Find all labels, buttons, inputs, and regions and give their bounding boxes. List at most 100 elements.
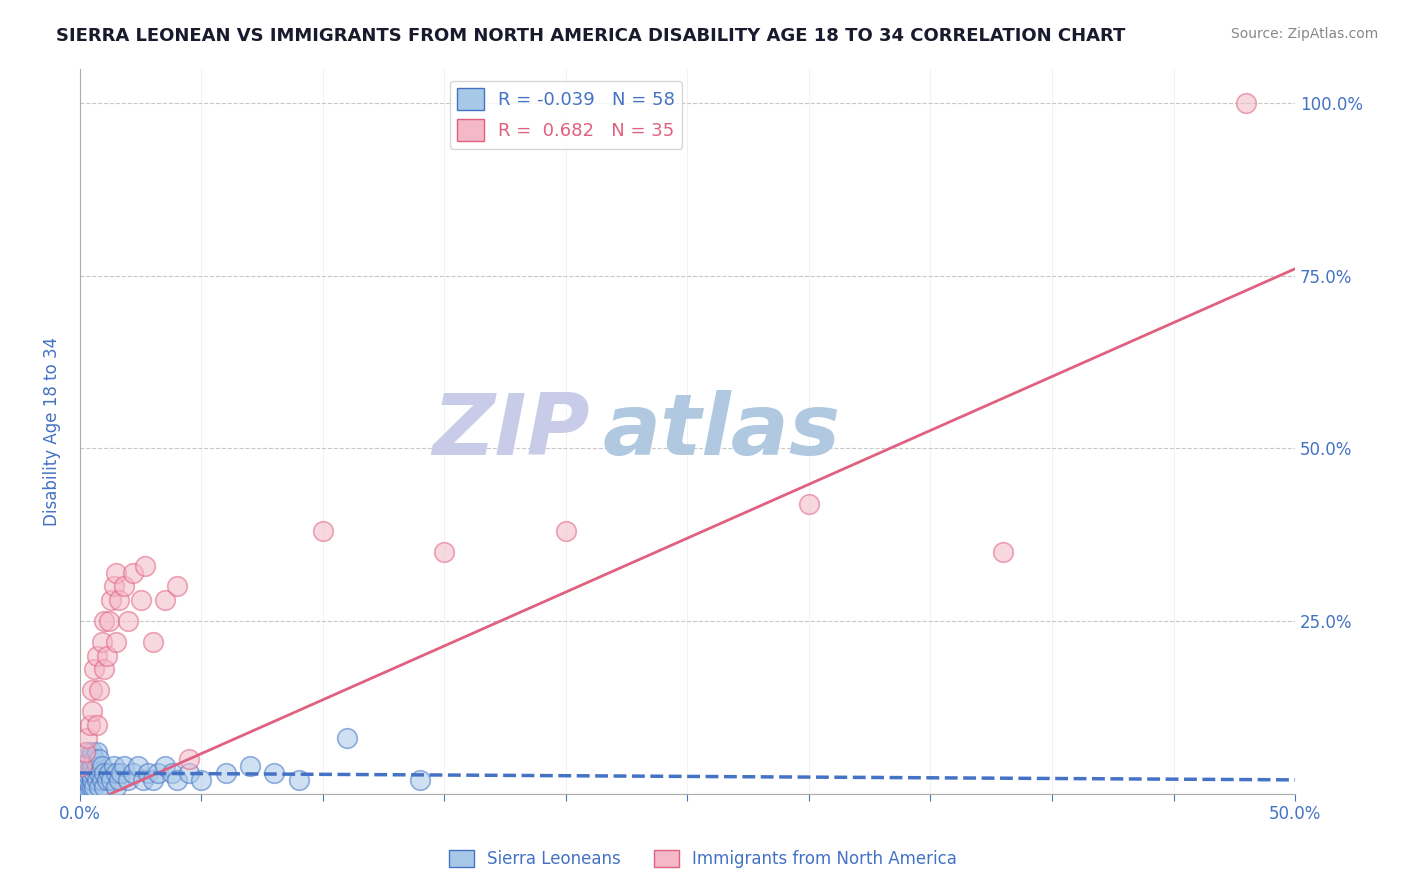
Point bbox=[190, 772, 212, 787]
Point bbox=[79, 766, 101, 780]
Point bbox=[153, 759, 176, 773]
Point bbox=[110, 766, 132, 780]
Point bbox=[555, 524, 578, 539]
Point bbox=[153, 593, 176, 607]
Point bbox=[72, 766, 94, 780]
Point bbox=[86, 648, 108, 663]
Point bbox=[142, 634, 165, 648]
Point bbox=[105, 566, 128, 580]
Point bbox=[89, 683, 111, 698]
Point bbox=[90, 634, 112, 648]
Legend: R = -0.039   N = 58, R =  0.682   N = 35: R = -0.039 N = 58, R = 0.682 N = 35 bbox=[450, 81, 682, 149]
Point bbox=[993, 545, 1015, 559]
Point bbox=[129, 593, 152, 607]
Point bbox=[136, 766, 159, 780]
Point bbox=[90, 759, 112, 773]
Point bbox=[86, 772, 108, 787]
Point bbox=[107, 593, 129, 607]
Point bbox=[93, 662, 115, 676]
Point bbox=[160, 766, 183, 780]
Point bbox=[100, 772, 122, 787]
Point bbox=[103, 579, 125, 593]
Point bbox=[79, 752, 101, 766]
Point bbox=[239, 759, 262, 773]
Point bbox=[89, 780, 111, 794]
Point bbox=[105, 780, 128, 794]
Point bbox=[142, 772, 165, 787]
Point bbox=[72, 780, 94, 794]
Point bbox=[105, 766, 128, 780]
Point bbox=[93, 614, 115, 628]
Point bbox=[312, 524, 335, 539]
Point bbox=[76, 745, 98, 759]
Point bbox=[83, 752, 105, 766]
Point bbox=[86, 745, 108, 759]
Text: SIERRA LEONEAN VS IMMIGRANTS FROM NORTH AMERICA DISABILITY AGE 18 TO 34 CORRELAT: SIERRA LEONEAN VS IMMIGRANTS FROM NORTH … bbox=[56, 27, 1126, 45]
Text: Source: ZipAtlas.com: Source: ZipAtlas.com bbox=[1230, 27, 1378, 41]
Point bbox=[166, 579, 188, 593]
Point bbox=[73, 772, 96, 787]
Point bbox=[86, 717, 108, 731]
Point bbox=[80, 745, 103, 759]
Point bbox=[93, 766, 115, 780]
Point bbox=[117, 614, 139, 628]
Point bbox=[72, 759, 94, 773]
Point bbox=[83, 662, 105, 676]
Point bbox=[79, 717, 101, 731]
Point bbox=[166, 772, 188, 787]
Point bbox=[76, 731, 98, 746]
Point bbox=[215, 766, 238, 780]
Point bbox=[96, 648, 118, 663]
Point bbox=[89, 752, 111, 766]
Point bbox=[122, 566, 145, 580]
Point bbox=[80, 780, 103, 794]
Point bbox=[76, 766, 98, 780]
Point bbox=[93, 780, 115, 794]
Point bbox=[146, 766, 169, 780]
Point bbox=[134, 558, 156, 573]
Point bbox=[76, 780, 98, 794]
Text: atlas: atlas bbox=[602, 390, 841, 473]
Point bbox=[103, 759, 125, 773]
Point bbox=[409, 772, 432, 787]
Point bbox=[80, 704, 103, 718]
Point bbox=[105, 634, 128, 648]
Point bbox=[98, 614, 121, 628]
Point bbox=[112, 579, 135, 593]
Point bbox=[98, 766, 121, 780]
Point bbox=[797, 497, 820, 511]
Point bbox=[1234, 96, 1257, 111]
Point bbox=[89, 766, 111, 780]
Legend: Sierra Leoneans, Immigrants from North America: Sierra Leoneans, Immigrants from North A… bbox=[441, 843, 965, 875]
Point bbox=[179, 752, 201, 766]
Point bbox=[72, 772, 94, 787]
Text: ZIP: ZIP bbox=[433, 390, 591, 473]
Y-axis label: Disability Age 18 to 34: Disability Age 18 to 34 bbox=[44, 336, 60, 525]
Point bbox=[86, 759, 108, 773]
Point bbox=[112, 759, 135, 773]
Point bbox=[132, 772, 155, 787]
Point bbox=[80, 683, 103, 698]
Point bbox=[287, 772, 309, 787]
Point bbox=[83, 766, 105, 780]
Point bbox=[80, 759, 103, 773]
Point bbox=[73, 780, 96, 794]
Point bbox=[179, 766, 201, 780]
Point bbox=[122, 766, 145, 780]
Point bbox=[73, 759, 96, 773]
Point bbox=[73, 745, 96, 759]
Point bbox=[117, 772, 139, 787]
Point bbox=[90, 772, 112, 787]
Point bbox=[73, 752, 96, 766]
Point bbox=[96, 772, 118, 787]
Point bbox=[80, 772, 103, 787]
Point bbox=[336, 731, 359, 746]
Point bbox=[433, 545, 456, 559]
Point bbox=[107, 772, 129, 787]
Point bbox=[83, 780, 105, 794]
Point bbox=[79, 780, 101, 794]
Point bbox=[76, 772, 98, 787]
Point bbox=[127, 759, 149, 773]
Point bbox=[263, 766, 285, 780]
Point bbox=[100, 593, 122, 607]
